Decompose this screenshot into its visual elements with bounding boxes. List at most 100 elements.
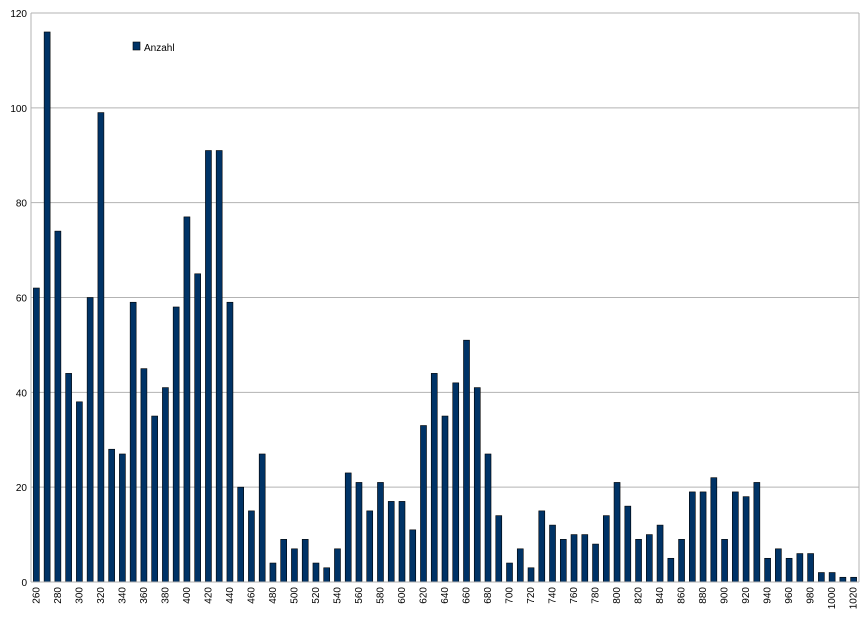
bar [65,373,72,583]
x-tick-label: 420 [203,587,214,604]
y-tick-label: 100 [10,104,27,115]
bar [205,150,212,583]
bar [710,477,718,583]
bar [312,562,320,583]
x-tick-label: 880 [698,587,709,604]
x-tick-label: 340 [117,587,128,604]
legend-label: Anzahl [144,43,175,54]
x-tick-label: 780 [591,587,602,604]
bar [409,529,417,583]
bar [699,491,707,583]
bar [355,482,363,583]
bar [54,230,62,583]
bar [76,401,83,583]
legend-swatch [132,41,141,51]
x-tick-label: 500 [289,587,300,604]
bar [420,425,427,583]
bar [162,387,169,583]
x-tick-label: 960 [784,587,795,604]
bar [183,216,191,583]
bar [581,534,589,583]
bar [269,562,277,583]
y-tick-label: 60 [16,294,28,305]
y-tick-label: 40 [16,388,28,399]
bar [635,539,642,583]
x-tick-label: 600 [397,587,408,604]
axes [30,13,860,583]
bar [602,515,610,583]
x-tick-label: 860 [677,587,688,604]
x-tick-label: 800 [612,587,623,604]
y-axis-ticks: 0 20 40 60 80 100 120 [10,9,27,589]
x-tick-label: 520 [311,587,322,604]
bar [33,287,40,583]
x-tick-label: 660 [462,587,473,604]
bar [108,448,115,583]
x-tick-label: 620 [418,587,429,604]
bar [807,553,814,583]
bar [473,387,481,583]
bar [398,501,406,583]
y-tick-label: 80 [16,199,28,210]
bar [689,491,696,583]
bar [430,373,438,583]
bar [226,301,234,583]
bar [237,486,244,583]
bar [280,539,288,583]
grid-lines [31,12,859,583]
bar [570,534,578,583]
y-tick-label: 0 [21,578,27,589]
x-tick-label: 540 [332,587,343,604]
bars [33,31,857,583]
bar [323,567,331,583]
x-tick-label: 1000 [827,587,838,610]
x-tick-label: 820 [634,587,645,604]
x-tick-label: 280 [53,587,64,604]
bar [667,557,675,583]
x-tick-label: 560 [354,587,365,604]
bar [172,306,180,583]
bar [291,548,298,583]
bar [258,453,266,583]
bar [516,548,524,583]
bar [86,297,94,583]
bar [151,415,158,583]
bar [129,301,137,583]
bar [441,415,449,583]
x-tick-label: 400 [182,587,193,604]
bar [377,482,384,583]
x-tick-label: 260 [31,587,42,604]
bar [538,510,546,583]
bar [613,482,621,583]
bar [764,557,771,583]
bar [452,382,460,583]
x-tick-label: 320 [96,587,107,604]
x-tick-label: 460 [246,587,257,604]
bar [527,567,535,583]
bar [119,453,126,583]
bar [732,491,739,583]
x-tick-label: 300 [74,587,85,604]
bar [506,562,513,583]
x-tick-label: 380 [160,587,171,604]
bar [775,548,782,583]
bar [140,368,148,583]
bar [646,534,653,583]
bar [721,539,728,583]
bar [656,524,664,583]
x-tick-label: 740 [548,587,559,604]
x-tick-label: 1020 [849,587,860,610]
bar [678,539,685,583]
y-tick-label: 20 [16,483,28,494]
bar [97,112,105,583]
bar [43,31,51,583]
x-tick-label: 980 [806,587,817,604]
y-tick-label: 120 [10,9,27,20]
x-tick-label: 720 [526,587,537,604]
bar [624,505,632,583]
bar [463,339,470,583]
bar [828,572,836,583]
x-tick-label: 680 [483,587,494,604]
x-tick-label: 480 [268,587,279,604]
bar [484,453,492,583]
